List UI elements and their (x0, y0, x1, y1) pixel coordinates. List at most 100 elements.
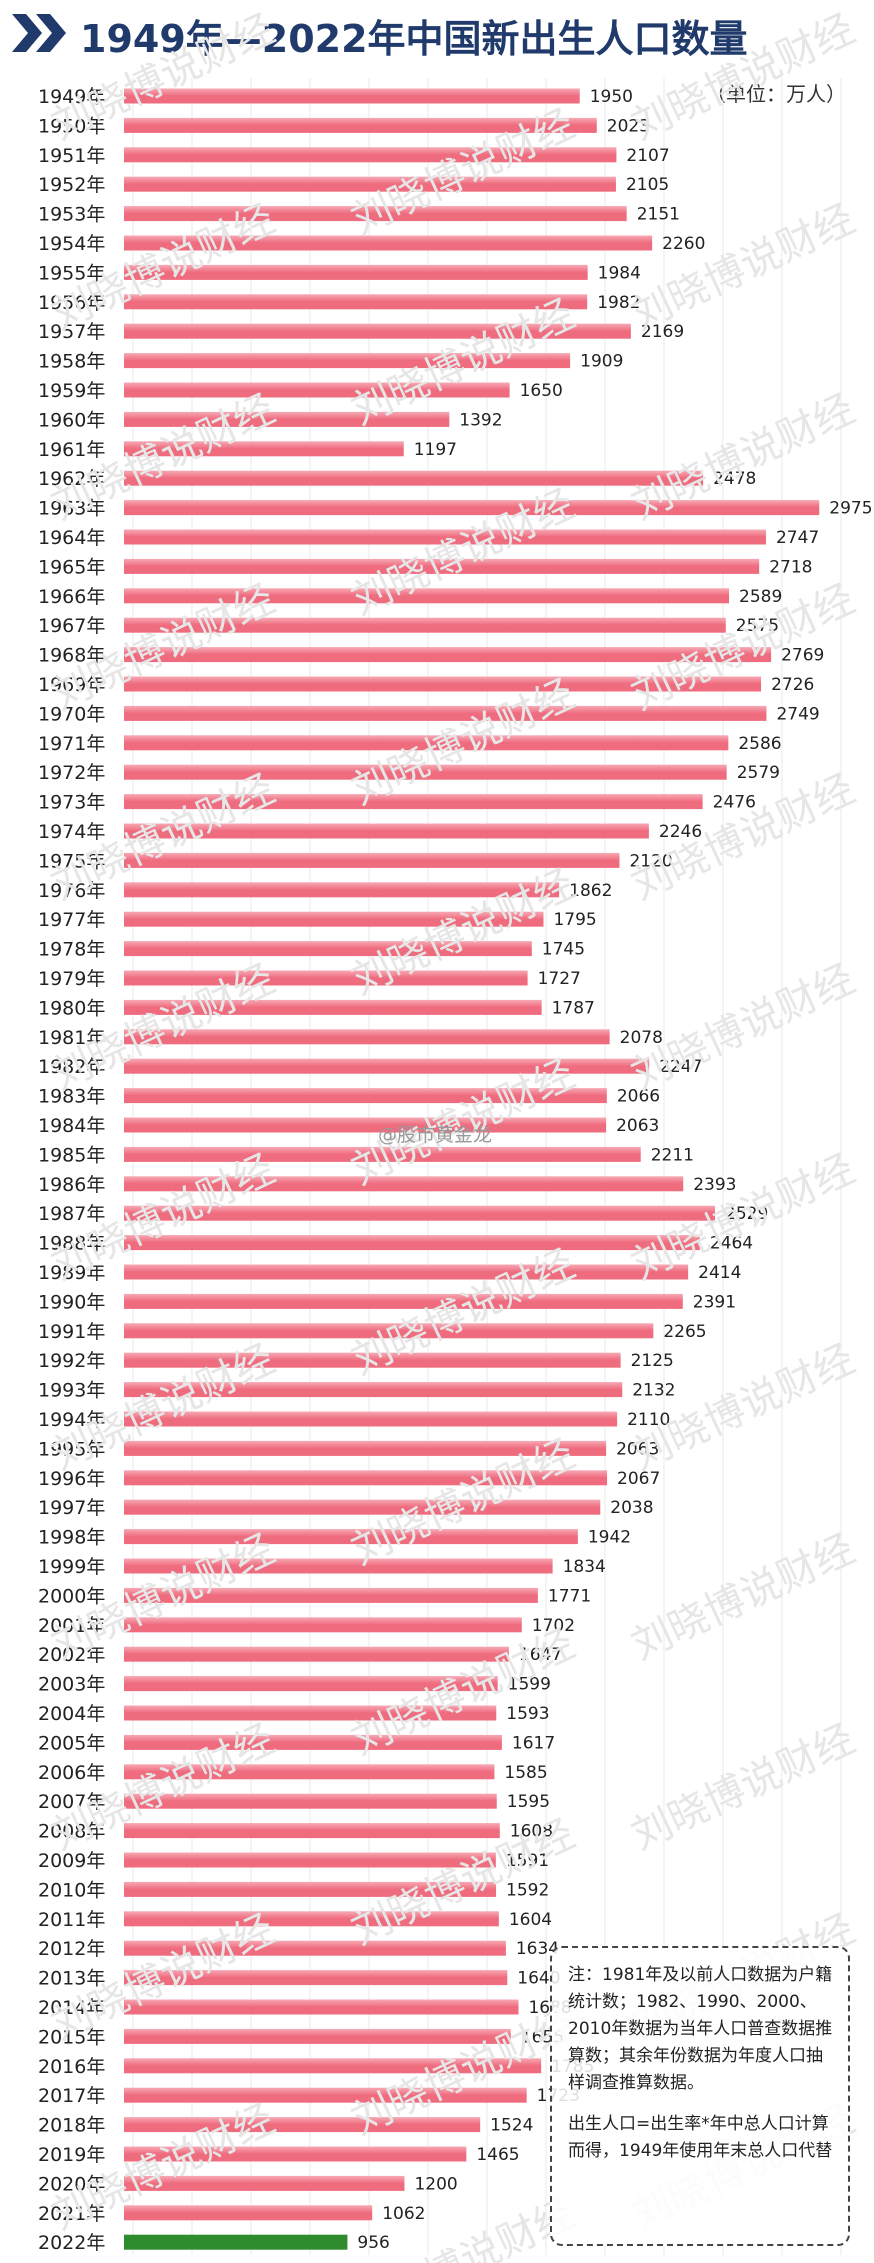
value-label: 1702 (532, 1616, 575, 1636)
year-label: 2016年 (38, 2056, 105, 2078)
value-label: 2151 (637, 205, 680, 225)
year-label: 1989年 (38, 1262, 105, 1284)
bar (124, 2146, 467, 2162)
year-label: 1964年 (38, 527, 105, 549)
bar (124, 117, 597, 133)
bar (124, 2234, 348, 2250)
bar (124, 323, 631, 339)
year-label: 2014年 (38, 1997, 105, 2019)
value-label: 2132 (632, 1381, 675, 1401)
value-label: 2105 (626, 175, 669, 195)
note-box: 注：1981年及以前人口数据为户籍统计数；1982、1990、2000、2010… (550, 1946, 850, 2246)
value-label: 2586 (738, 734, 781, 754)
value-label: 2529 (725, 1204, 768, 1224)
year-label: 1985年 (38, 1144, 105, 1166)
year-label: 1977年 (38, 909, 105, 931)
bar (124, 235, 653, 251)
value-label: 1593 (506, 1704, 549, 1724)
year-label: 1986年 (38, 1174, 105, 1196)
weibo-credit: @股市黄金龙 (378, 1124, 493, 1146)
value-label: 1982 (597, 293, 640, 313)
value-label: 2063 (616, 1116, 659, 1136)
bar (124, 529, 766, 545)
bar (124, 500, 820, 516)
bar (124, 206, 627, 222)
bar (124, 294, 588, 310)
year-label: 1963年 (38, 498, 105, 520)
year-label: 1993年 (38, 1380, 105, 1402)
bar (124, 1911, 499, 1927)
year-label: 2007年 (38, 1791, 105, 1813)
bar (124, 647, 772, 663)
bar (124, 1088, 607, 1104)
bar (124, 176, 616, 192)
value-label: 1592 (506, 1880, 549, 1900)
year-label: 2004年 (38, 1703, 105, 1725)
year-label: 1958年 (38, 351, 105, 373)
value-label: 2107 (626, 146, 669, 166)
year-label: 1953年 (38, 204, 105, 226)
bar (124, 1146, 641, 1162)
year-label: 2019年 (38, 2144, 105, 2166)
value-label: 2769 (781, 646, 824, 666)
bar (124, 1764, 495, 1780)
year-label: 1955年 (38, 262, 105, 284)
bar (124, 147, 617, 163)
value-label: 1795 (553, 910, 596, 930)
value-label: 2066 (617, 1087, 660, 1107)
year-label: 1962年 (38, 468, 105, 490)
year-label: 1980年 (38, 997, 105, 1019)
year-label: 1950年 (38, 115, 105, 137)
double-chevron-icon (12, 14, 66, 52)
bar (124, 794, 703, 810)
bar (124, 1823, 500, 1839)
value-label: 2247 (659, 1057, 702, 1077)
chart-title: 1949年—2022年中国新出生人口数量 (80, 17, 748, 61)
value-label: 2476 (713, 793, 756, 813)
bar (124, 2028, 511, 2044)
bar (124, 264, 588, 280)
bar (124, 1352, 621, 1368)
bar (124, 999, 542, 1015)
value-label: 1608 (510, 1822, 553, 1842)
year-label: 2010年 (38, 1879, 105, 1901)
value-label: 956 (357, 2233, 389, 2253)
bar (124, 1058, 650, 1074)
value-label: 2120 (629, 851, 672, 871)
value-label: 1950 (590, 87, 633, 107)
bar (124, 1323, 654, 1339)
year-label: 1981年 (38, 1027, 105, 1049)
bar (124, 1617, 522, 1633)
bar (124, 1470, 608, 1486)
bar (124, 1529, 578, 1545)
value-label: 1745 (542, 940, 585, 960)
value-label: 2749 (776, 704, 819, 724)
bar (124, 88, 580, 104)
value-label: 1200 (414, 2174, 457, 2194)
value-label: 1392 (459, 410, 502, 430)
value-label: 1834 (563, 1557, 606, 1577)
bar (124, 1029, 610, 1045)
unit-label: （单位：万人） (706, 82, 846, 106)
value-label: 1650 (520, 381, 563, 401)
year-label: 2021年 (38, 2203, 105, 2225)
value-label: 2393 (693, 1175, 736, 1195)
year-label: 1990年 (38, 1291, 105, 1313)
bar (124, 1205, 716, 1221)
bar (124, 588, 730, 604)
year-label: 1961年 (38, 439, 105, 461)
bar (124, 2175, 405, 2191)
bar (124, 2117, 481, 2133)
bar (124, 764, 727, 780)
value-label: 2246 (659, 822, 702, 842)
year-label: 1949年 (38, 86, 105, 108)
year-label: 1992年 (38, 1350, 105, 1372)
value-label: 2747 (776, 528, 819, 548)
bar (124, 1734, 502, 1750)
year-label: 1995年 (38, 1438, 105, 1460)
chart-header: 1949年—2022年中国新出生人口数量 (0, 0, 874, 64)
bar (124, 382, 510, 398)
bar (124, 735, 729, 751)
bar (124, 852, 620, 868)
year-label: 1952年 (38, 174, 105, 196)
